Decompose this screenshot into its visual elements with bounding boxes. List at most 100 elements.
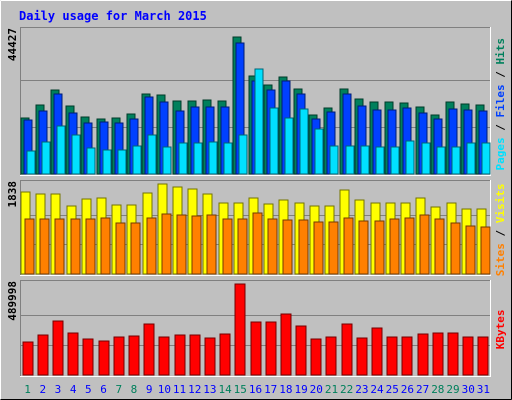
bar-kbytes-day-20 <box>310 338 322 376</box>
bar-pages-day-9 <box>147 134 157 175</box>
bar-kbytes-day-14 <box>219 333 231 376</box>
y-max-label: 489998 <box>6 281 19 321</box>
bar-pages-day-18 <box>284 117 294 175</box>
day-label-25: 25 <box>386 383 399 396</box>
day-label-13: 13 <box>203 383 216 396</box>
bar-kbytes-day-10 <box>158 336 170 376</box>
chart-title: Daily usage for March 2015 <box>19 9 207 23</box>
bar-sites-day-5 <box>85 218 96 275</box>
day-label-27: 27 <box>416 383 429 396</box>
axis-label-part: / <box>494 118 507 138</box>
bar-pages-day-27 <box>421 142 431 175</box>
day-label-31: 31 <box>477 383 490 396</box>
bar-kbytes-day-28 <box>432 332 444 376</box>
day-labels: 1 2 3 4 5 6 7 8 9 10 11 12 13 14 15 16 17 18 19 20 21 22 23 24 2… <box>24 383 490 396</box>
bar-pages-day-30 <box>466 142 476 175</box>
bar-pages-day-19 <box>299 108 309 175</box>
bar-sites-day-10 <box>161 213 172 275</box>
bar-sites-day-28 <box>434 218 445 275</box>
bar-kbytes-day-1 <box>22 341 34 376</box>
bar-sites-day-6 <box>100 217 111 275</box>
bar-pages-day-21 <box>329 145 339 175</box>
day-label-7: 7 <box>115 383 122 396</box>
y-max-label: 1838 <box>6 181 19 208</box>
bar-pages-day-11 <box>178 142 188 175</box>
bar-kbytes-day-19 <box>295 325 307 376</box>
bar-kbytes-day-17 <box>265 321 277 376</box>
axis-label-part: Visits <box>494 184 507 224</box>
bar-sites-day-16 <box>252 212 263 275</box>
panel-kbytes: 489998 KBytes <box>6 280 507 377</box>
day-label-12: 12 <box>188 383 201 396</box>
day-label-14: 14 <box>218 383 232 396</box>
axis-label-part: Pages <box>494 137 507 170</box>
bar-kbytes-day-11 <box>174 334 186 376</box>
bar-kbytes-day-3 <box>52 320 64 376</box>
bar-sites-day-26 <box>404 217 415 275</box>
day-label-17: 17 <box>264 383 277 396</box>
day-label-18: 18 <box>279 383 292 396</box>
bar-sites-day-3 <box>54 218 65 275</box>
bar-sites-day-4 <box>70 218 81 275</box>
day-label-6: 6 <box>100 383 107 396</box>
day-label-28: 28 <box>431 383 444 396</box>
bar-kbytes-day-26 <box>401 336 413 376</box>
bar-kbytes-day-8 <box>128 335 140 376</box>
bar-pages-day-4 <box>71 134 81 175</box>
bar-pages-day-24 <box>375 146 385 175</box>
bar-kbytes-day-4 <box>67 332 79 376</box>
bar-pages-day-5 <box>86 147 96 175</box>
panel-visits-sites: 1838 Sites / Visits <box>6 180 507 276</box>
bar-pages-day-22 <box>345 145 355 175</box>
day-label-22: 22 <box>340 383 353 396</box>
panel-hits-files-pages: 44427 Pages / Files / Hits <box>6 27 507 176</box>
day-label-8: 8 <box>131 383 138 396</box>
bar-pages-day-25 <box>390 146 400 175</box>
axis-label-part: KBytes <box>494 309 507 349</box>
day-label-11: 11 <box>173 383 186 396</box>
day-label-21: 21 <box>325 383 338 396</box>
bar-kbytes-day-31 <box>477 336 489 376</box>
bar-sites-day-21 <box>328 221 339 275</box>
day-label-2: 2 <box>39 383 46 396</box>
day-label-16: 16 <box>249 383 262 396</box>
bar-pages-day-7 <box>117 149 127 175</box>
bar-pages-day-10 <box>162 146 172 175</box>
day-label-23: 23 <box>355 383 368 396</box>
bar-sites-day-30 <box>465 225 476 275</box>
bar-sites-day-9 <box>146 217 157 275</box>
bar-pages-day-17 <box>269 107 279 175</box>
bar-sites-day-22 <box>343 217 354 275</box>
bar-sites-day-17 <box>267 218 278 275</box>
bar-kbytes-day-18 <box>280 313 292 376</box>
day-label-9: 9 <box>146 383 153 396</box>
right-axis-label: Pages / Files / Hits <box>494 38 507 171</box>
bar-pages-day-8 <box>132 145 142 175</box>
bar-pages-day-29 <box>451 146 461 175</box>
y-max-label: 44427 <box>6 28 19 61</box>
bar-pages-day-1 <box>26 150 36 175</box>
bar-kbytes-day-30 <box>462 336 474 376</box>
bar-pages-day-14 <box>223 142 233 175</box>
bar-kbytes-day-29 <box>447 332 459 376</box>
bar-kbytes-day-15 <box>234 283 246 376</box>
bar-pages-day-15 <box>238 134 248 175</box>
bar-kbytes-day-5 <box>82 338 94 376</box>
day-label-29: 29 <box>446 383 459 396</box>
bar-sites-day-15 <box>237 218 248 275</box>
bar-pages-day-2 <box>41 141 51 175</box>
bar-pages-day-20 <box>314 128 324 175</box>
bar-sites-day-7 <box>115 222 126 275</box>
bar-kbytes-day-9 <box>143 323 155 376</box>
day-label-24: 24 <box>370 383 384 396</box>
bar-sites-day-11 <box>176 214 187 275</box>
bar-sites-day-18 <box>282 219 293 275</box>
bar-sites-day-20 <box>313 221 324 275</box>
bar-sites-day-13 <box>206 214 217 275</box>
day-label-15: 15 <box>234 383 247 396</box>
bar-sites-day-1 <box>24 218 35 275</box>
bar-sites-day-12 <box>191 215 202 275</box>
bar-kbytes-day-22 <box>341 323 353 376</box>
